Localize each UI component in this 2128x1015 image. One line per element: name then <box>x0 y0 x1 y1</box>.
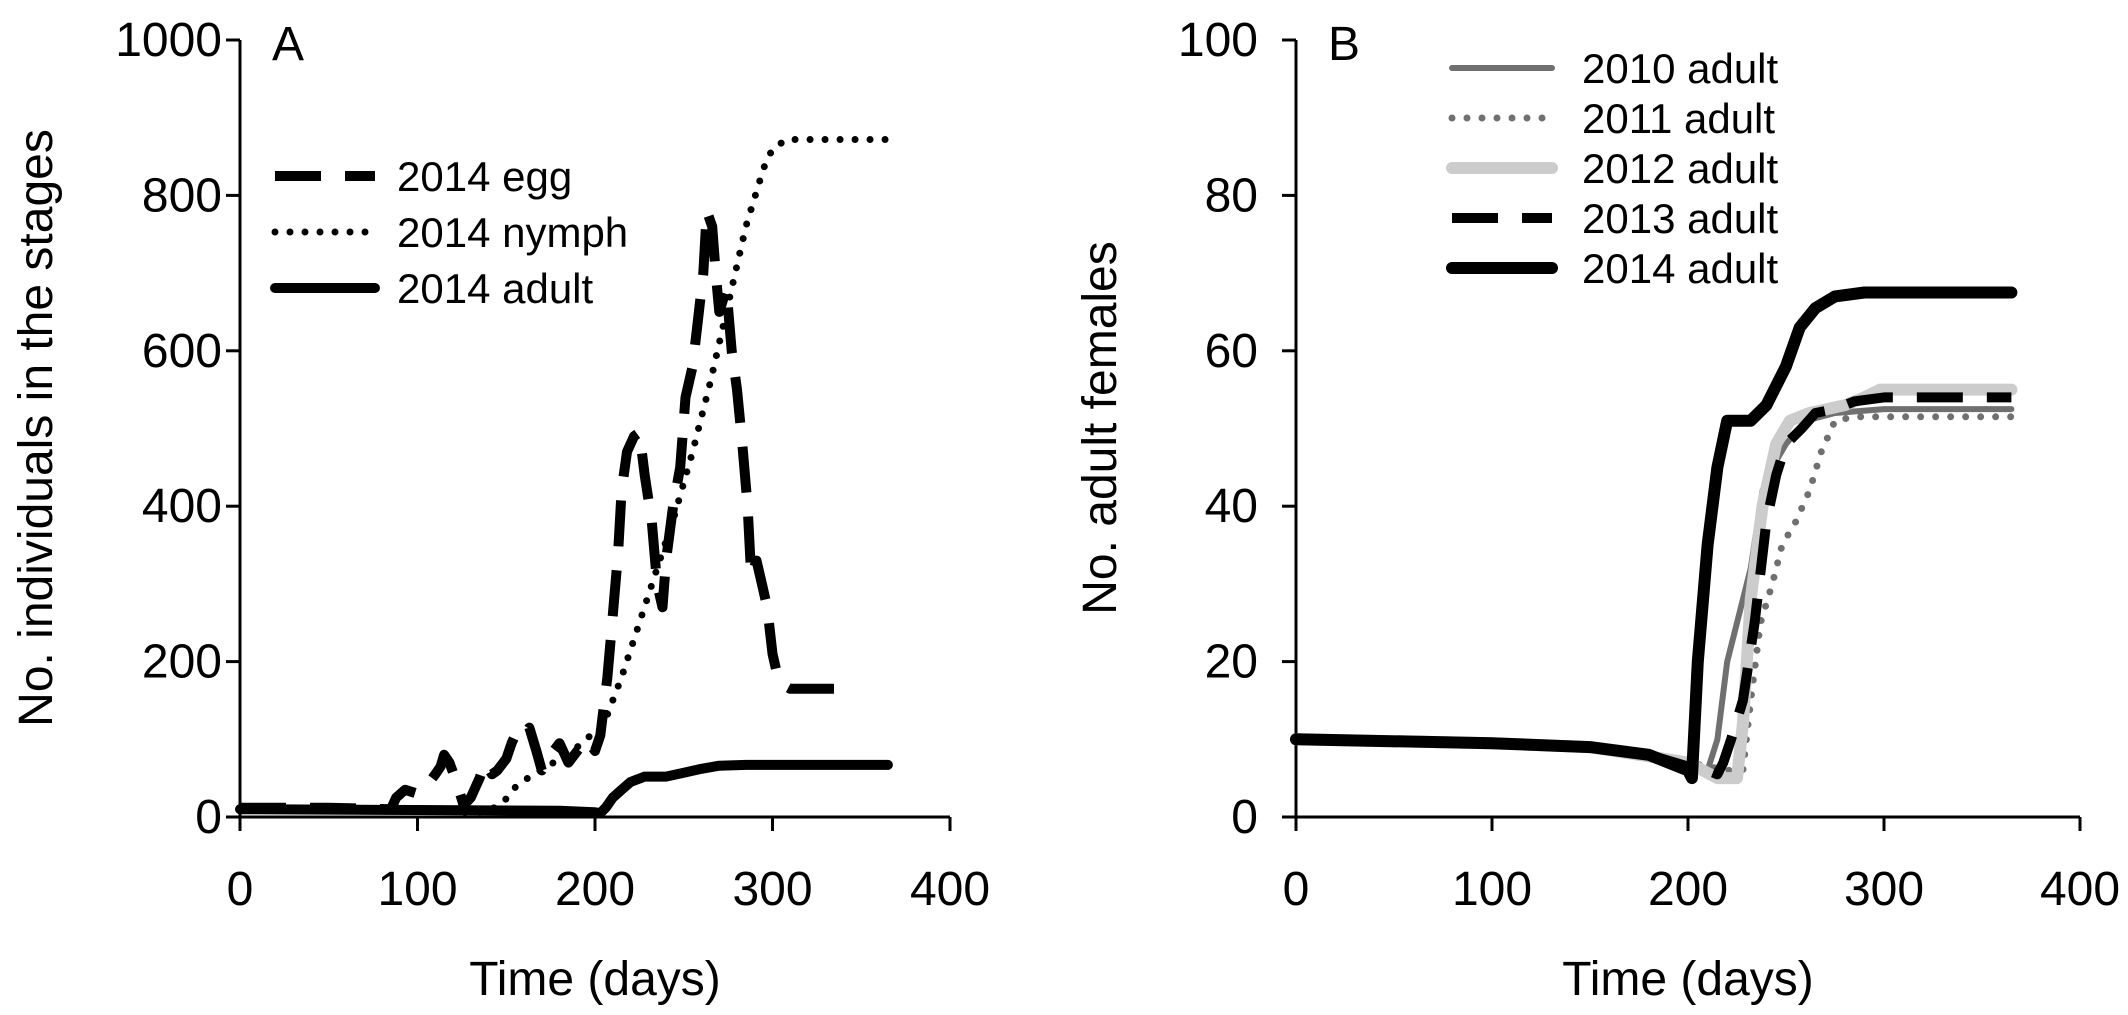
y-tick-label: 60 <box>1205 325 1258 378</box>
y-tick-label: 400 <box>142 480 222 533</box>
y-tick-label: 100 <box>1178 14 1258 67</box>
y-tick-label: 0 <box>195 791 222 844</box>
x-tick-label: 400 <box>2040 863 2120 916</box>
series-line-2011-adult <box>1292 413 2015 774</box>
series-line-2010-adult <box>1293 406 2015 774</box>
series-line-2012-adult <box>1290 383 2018 785</box>
x-tick-label: 400 <box>910 863 990 916</box>
series-line-2014-nymph <box>236 136 892 817</box>
y-axis-title: No. adult females <box>1074 241 1127 615</box>
panel-letter: B <box>1328 18 1360 71</box>
panel-b: 0 100 200 300 400 0 20 40 60 80 100 Time (days) No. … <box>1074 14 2120 1006</box>
x-tick-label: 0 <box>227 863 254 916</box>
x-tick-label: 100 <box>377 863 457 916</box>
y-tick-label: 800 <box>142 169 222 222</box>
legend-label: 2013 adult <box>1582 195 1779 242</box>
x-tick-label: 0 <box>1283 863 1310 916</box>
legend-label: 2010 adult <box>1582 45 1779 92</box>
x-tick-label: 200 <box>1648 863 1728 916</box>
x-tick-label: 100 <box>1452 863 1532 916</box>
x-tick-label: 200 <box>555 863 635 916</box>
y-axis-title: No. individuals in the stages <box>10 129 63 727</box>
y-tick-label: 1000 <box>115 14 222 67</box>
x-axis-title: Time (days) <box>1562 953 1814 1006</box>
legend-label: 2014 egg <box>397 153 572 200</box>
legend-label: 2011 adult <box>1582 95 1775 142</box>
y-tick-label: 200 <box>142 636 222 689</box>
panel-a: 0 100 200 300 400 0 200 400 600 800 1000 Time (days… <box>10 14 990 1006</box>
series-line-2014-adult <box>235 759 893 819</box>
panel-letter: A <box>272 18 304 71</box>
y-tick-label: 20 <box>1205 636 1258 689</box>
legend-label: 2014 adult <box>1582 245 1779 292</box>
x-tick-label: 300 <box>1844 863 1924 916</box>
y-tick-label: 0 <box>1231 791 1258 844</box>
series-line-2013-adult <box>1295 392 2012 780</box>
series-line-2014-adult <box>1290 286 2018 785</box>
series-line-2014-egg <box>240 205 853 815</box>
legend-label: 2014 adult <box>397 265 594 312</box>
legend-label: 2014 nymph <box>397 209 628 256</box>
x-tick-label: 300 <box>732 863 812 916</box>
legend-label: 2012 adult <box>1582 145 1779 192</box>
y-tick-label: 600 <box>142 325 222 378</box>
x-axis-title: Time (days) <box>469 953 721 1006</box>
y-tick-label: 80 <box>1205 169 1258 222</box>
y-tick-label: 40 <box>1205 480 1258 533</box>
legend: 2014 egg 2014 nymph 2014 adult <box>270 153 628 312</box>
